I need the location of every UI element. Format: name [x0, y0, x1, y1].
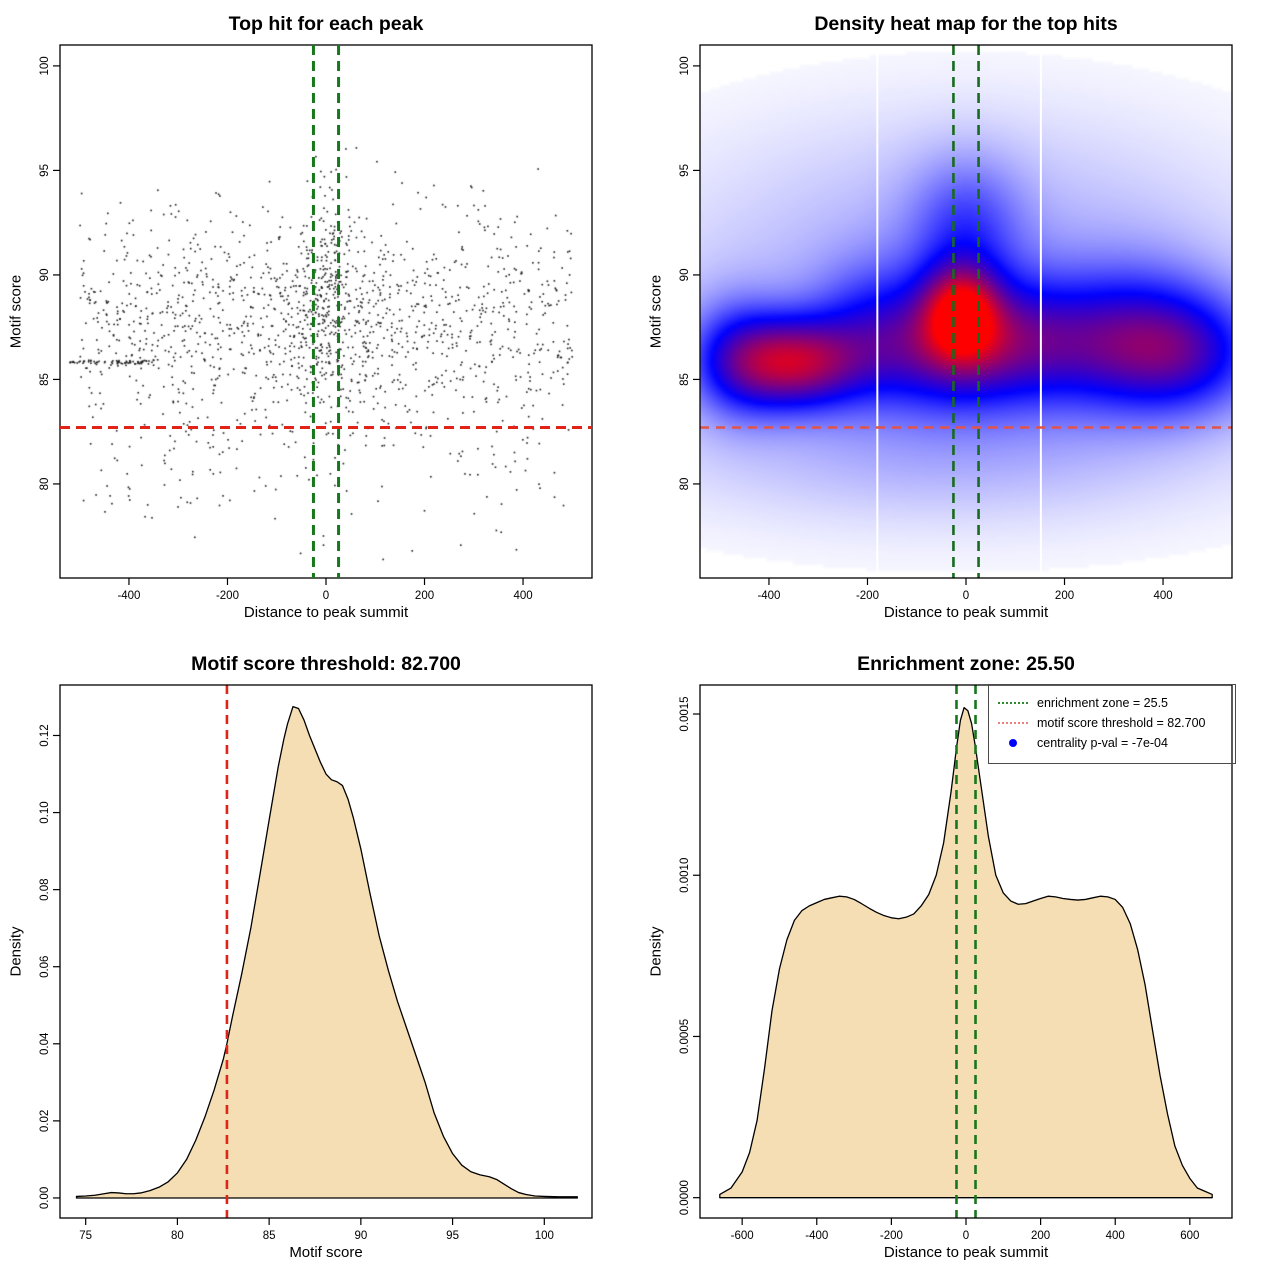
svg-text:85: 85	[39, 373, 51, 386]
heatmap-ylabel: Motif score	[647, 274, 665, 349]
legend-item-enrichment-zone: enrichment zone = 25.5	[998, 696, 1231, 710]
svg-text:-200: -200	[216, 590, 239, 602]
heatmap-panel: Density heat map for the top hits -400 -2…	[640, 0, 1280, 640]
legend-label-motif-score-threshold: motif score threshold = 82.700	[1037, 716, 1206, 730]
heatmap-axes-overlay: -400 -200 0 200 400 80 85 90 95 100	[679, 44, 1233, 602]
svg-text:100: 100	[39, 56, 51, 75]
density-heatmap-canvas	[700, 45, 1232, 578]
svg-text:0.02: 0.02	[39, 1110, 51, 1132]
svg-text:95: 95	[39, 164, 51, 177]
motif-score-density-svg: 75 80 85 90 95 100 0.00 0.02 0.04 0.06 0.08 0.10 0.1…	[39, 684, 593, 1242]
motif-score-density-xlabel: Motif score	[289, 1244, 363, 1261]
plot-legend: enrichment zone = 25.5 motif score thres…	[988, 684, 1236, 764]
svg-text:-200: -200	[856, 590, 879, 602]
svg-text:-600: -600	[731, 1230, 754, 1242]
svg-text:-400: -400	[757, 590, 780, 602]
blue-dot-swatch	[1009, 739, 1017, 747]
svg-text:85: 85	[263, 1230, 276, 1242]
svg-text:85: 85	[679, 373, 691, 386]
summit-distance-density-ylabel: Density	[647, 926, 665, 977]
svg-text:400: 400	[1153, 590, 1172, 602]
scatter-ylabel: Motif score	[7, 274, 25, 349]
svg-text:-400: -400	[805, 1230, 828, 1242]
svg-text:0.0015: 0.0015	[679, 696, 691, 731]
svg-text:0: 0	[963, 590, 969, 602]
svg-text:100: 100	[679, 56, 691, 75]
legend-label-enrichment-zone: enrichment zone = 25.5	[1037, 696, 1168, 710]
summit-distance-density-svg: -600 -400 -200 0 200 400 600 0.0000 0.0005 0.0010…	[679, 684, 1233, 1242]
svg-text:-200: -200	[880, 1230, 903, 1242]
svg-text:75: 75	[79, 1230, 92, 1242]
motif-score-density-ylabel: Density	[7, 926, 25, 977]
svg-text:90: 90	[354, 1230, 367, 1242]
svg-text:0.06: 0.06	[39, 956, 51, 978]
svg-text:90: 90	[39, 269, 51, 282]
heatmap-title: Density heat map for the top hits	[814, 13, 1118, 35]
scatter-title: Top hit for each peak	[228, 13, 424, 35]
scatter-points-canvas	[60, 45, 592, 578]
scatter-panel: Top hit for each peak -400 -200 0 200 400 80 8…	[0, 0, 640, 640]
svg-text:0.0005: 0.0005	[679, 1019, 691, 1054]
legend-label-centrality-pval: centrality p-val = -7e-04	[1037, 736, 1168, 750]
svg-text:0.12: 0.12	[39, 724, 51, 746]
svg-text:95: 95	[446, 1230, 459, 1242]
svg-text:80: 80	[171, 1230, 184, 1242]
svg-text:0: 0	[963, 1230, 969, 1242]
svg-text:200: 200	[1055, 590, 1074, 602]
svg-text:600: 600	[1180, 1230, 1199, 1242]
svg-text:90: 90	[679, 269, 691, 282]
svg-text:80: 80	[39, 478, 51, 491]
svg-text:200: 200	[1031, 1230, 1050, 1242]
svg-text:0.10: 0.10	[39, 801, 51, 823]
svg-text:0.0010: 0.0010	[679, 858, 691, 893]
summit-distance-density-xlabel: Distance to peak summit	[883, 1244, 1049, 1261]
svg-text:80: 80	[679, 478, 691, 491]
svg-text:95: 95	[679, 164, 691, 177]
legend-item-centrality-pval: centrality p-val = -7e-04	[998, 736, 1231, 750]
heatmap-xlabel: Distance to peak summit	[883, 604, 1049, 621]
svg-text:0.04: 0.04	[39, 1032, 51, 1055]
legend-item-motif-score-threshold: motif score threshold = 82.700	[998, 716, 1231, 730]
red-dotted-line-swatch	[998, 722, 1028, 724]
motif-score-density-title: Motif score threshold: 82.700	[191, 653, 461, 675]
summit-distance-density-panel: Enrichment zone: 25.50 -600 -400 -200 0 200 4…	[640, 640, 1280, 1280]
green-dotted-line-swatch	[998, 702, 1028, 704]
svg-text:0.0000: 0.0000	[679, 1180, 691, 1215]
svg-text:400: 400	[1106, 1230, 1125, 1242]
svg-text:0.00: 0.00	[39, 1187, 51, 1209]
scatter-axes-overlay: -400 -200 0 200 400 80 85 90 95 100	[39, 44, 593, 602]
enrichment-zone-title: Enrichment zone: 25.50	[857, 653, 1075, 675]
svg-text:0.08: 0.08	[39, 878, 51, 900]
svg-text:400: 400	[513, 590, 532, 602]
svg-text:100: 100	[535, 1230, 554, 1242]
svg-text:0: 0	[323, 590, 329, 602]
motif-score-density-panel: Motif score threshold: 82.700 75 80 85 90 95…	[0, 640, 640, 1280]
svg-text:-400: -400	[117, 590, 140, 602]
svg-text:200: 200	[415, 590, 434, 602]
scatter-xlabel: Distance to peak summit	[243, 604, 409, 621]
